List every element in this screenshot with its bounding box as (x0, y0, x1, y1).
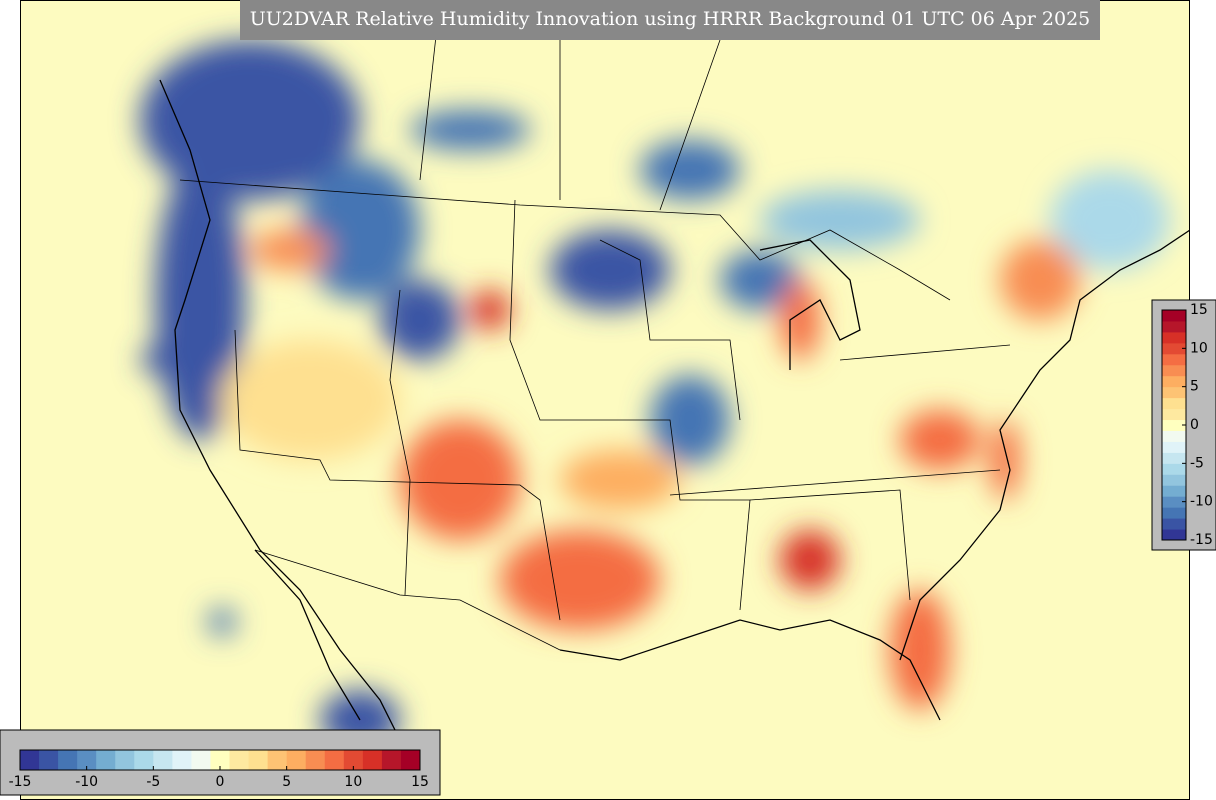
colorbar-tick-label: -15 (9, 774, 32, 790)
colorbar-segment (210, 750, 231, 770)
colorbar-segment (134, 750, 154, 770)
colorbar-segment (324, 750, 345, 770)
borders (179, 0, 1011, 651)
colorbar-segment (1162, 419, 1186, 431)
colorbar-segment (343, 750, 364, 770)
colorbar-segment (1162, 452, 1186, 464)
colorbar-tick-label: -5 (146, 774, 160, 790)
colorbar-tick-label: 10 (344, 774, 362, 790)
colorbar-tick-label: -10 (75, 774, 98, 790)
colorbar-segment (153, 750, 173, 770)
coastlines (159, 79, 1190, 741)
colorbar-segment (1162, 320, 1186, 333)
colorbar-tick-label: -15 (1190, 532, 1213, 548)
colorbar-segment (1162, 463, 1186, 475)
colorbar-segment (77, 750, 97, 770)
colorbar-segment (96, 750, 116, 770)
colorbar-segment (1162, 364, 1186, 377)
colorbar-tick-label: 10 (1190, 340, 1208, 356)
colorbar-segment (1162, 430, 1186, 442)
colorbar-segment (1162, 375, 1186, 388)
colorbar-tick-label: 0 (1190, 417, 1199, 433)
colorbar-segment (248, 750, 269, 770)
colorbar-segment (1162, 342, 1186, 355)
colorbar-segment (1162, 397, 1186, 410)
title-box (240, 0, 1100, 40)
colorbar-segment (20, 750, 40, 770)
colorbar-segment (191, 750, 211, 770)
colorbar-segment (229, 750, 250, 770)
map-title: UU2DVAR Relative Humidity Innovation usi… (250, 8, 1091, 30)
colorbar-segment (1162, 310, 1186, 322)
colorbar-segment (1162, 518, 1186, 530)
colorbar-segment (58, 750, 78, 770)
colorbar-segment (381, 750, 402, 770)
colorbar-segment (362, 750, 383, 770)
colorbar-segment (172, 750, 192, 770)
colorbar-tick-label: -5 (1190, 455, 1204, 471)
colorbar-segment (115, 750, 135, 770)
colorbar-tick-label: 5 (1190, 379, 1199, 395)
colorbar-segment (1162, 529, 1186, 541)
colorbar-segment (1162, 507, 1186, 519)
colorbar-segment (1162, 408, 1186, 421)
colorbar-tick-label: -10 (1190, 494, 1213, 510)
colorbar-segment (1162, 331, 1186, 344)
colorbar-tick-label: 0 (216, 774, 225, 790)
colorbar-segment (305, 750, 326, 770)
colorbar-segment (1162, 485, 1186, 497)
colorbar-segment (1162, 474, 1186, 486)
colorbar-segment (267, 750, 288, 770)
colorbar-segment (400, 750, 421, 770)
colorbar-segment (39, 750, 59, 770)
colorbar-segment (1162, 496, 1186, 508)
colorbar-tick-label: 5 (282, 774, 291, 790)
colorbar-tick-label: 15 (1190, 302, 1208, 318)
colorbar-segment (1162, 441, 1186, 453)
colorbar-segment (286, 750, 307, 770)
colorbar-segment (1162, 353, 1186, 366)
map (20, 0, 1190, 800)
colorbar-tick-label: 15 (411, 774, 429, 790)
colorbar-segment (1162, 386, 1186, 399)
